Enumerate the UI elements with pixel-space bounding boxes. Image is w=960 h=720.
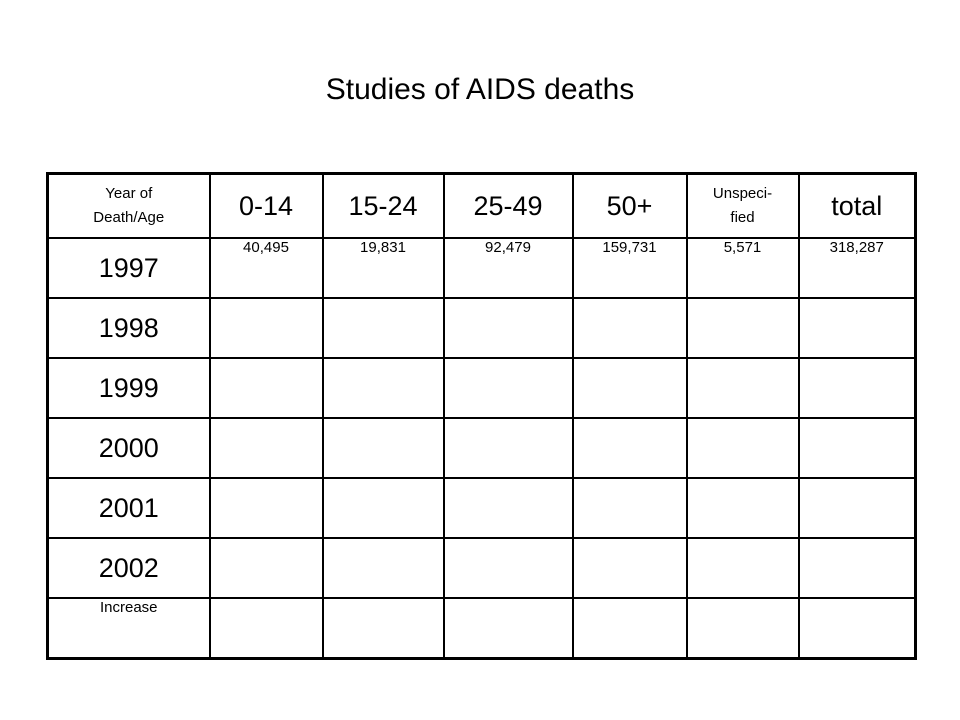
data-cell [208, 417, 324, 479]
data-cell [442, 297, 574, 359]
data-cell [208, 597, 324, 660]
data-cell [321, 357, 445, 419]
data-cell [442, 477, 574, 539]
data-cell [442, 597, 574, 660]
data-cell [797, 537, 917, 599]
table-row: 1997 40,495 19,831 92,479 159,731 5,571 … [46, 237, 917, 299]
header-age-25-49: 25-49 [442, 172, 574, 239]
table-row: 2002 [46, 537, 917, 599]
data-cell [571, 417, 688, 479]
table-row: 2001 [46, 477, 917, 539]
aids-deaths-table: Year of Death/Age 0-14 15-24 25-49 50+ U… [46, 172, 917, 660]
data-cell [685, 297, 800, 359]
row-label: 2000 [46, 417, 211, 479]
data-cell: 318,287 [797, 237, 917, 299]
data-cell [208, 297, 324, 359]
data-cell [571, 357, 688, 419]
header-year-of-death-age: Year of Death/Age [46, 172, 211, 239]
data-cell [685, 417, 800, 479]
data-cell [321, 597, 445, 660]
table-row: 1999 [46, 357, 917, 419]
data-cell [685, 357, 800, 419]
data-cell [797, 357, 917, 419]
data-cell: 19,831 [321, 237, 445, 299]
data-cell [442, 357, 574, 419]
data-cell: 40,495 [208, 237, 324, 299]
row-label: 1997 [46, 237, 211, 299]
row-label-increase: Increase [46, 597, 211, 660]
header-age-15-24: 15-24 [321, 172, 445, 239]
row-label: 2002 [46, 537, 211, 599]
data-cell: 5,571 [685, 237, 800, 299]
data-cell [321, 297, 445, 359]
data-cell [321, 477, 445, 539]
table-row: Increase [46, 597, 917, 660]
data-cell [797, 417, 917, 479]
data-cell [685, 597, 800, 660]
header-total: total [797, 172, 917, 239]
table-header-row: Year of Death/Age 0-14 15-24 25-49 50+ U… [46, 172, 917, 239]
data-cell [208, 537, 324, 599]
row-label: 1998 [46, 297, 211, 359]
data-cell [685, 537, 800, 599]
header-unspecified: Unspeci- fied [685, 172, 800, 239]
row-label: 1999 [46, 357, 211, 419]
data-cell [442, 417, 574, 479]
table-row: 2000 [46, 417, 917, 479]
slide-title: Studies of AIDS deaths [325, 73, 635, 106]
data-cell [797, 597, 917, 660]
data-cell [208, 357, 324, 419]
data-cell [571, 537, 688, 599]
header-age-0-14: 0-14 [208, 172, 324, 239]
row-label: 2001 [46, 477, 211, 539]
data-cell [571, 477, 688, 539]
data-cell: 159,731 [571, 237, 688, 299]
header-age-50-plus: 50+ [571, 172, 688, 239]
table-row: 1998 [46, 297, 917, 359]
data-cell [571, 597, 688, 660]
data-cell: 92,479 [442, 237, 574, 299]
data-cell [685, 477, 800, 539]
data-cell [571, 297, 688, 359]
data-cell [208, 477, 324, 539]
data-cell [442, 537, 574, 599]
data-cell [797, 477, 917, 539]
data-cell [321, 537, 445, 599]
data-cell [321, 417, 445, 479]
data-cell [797, 297, 917, 359]
